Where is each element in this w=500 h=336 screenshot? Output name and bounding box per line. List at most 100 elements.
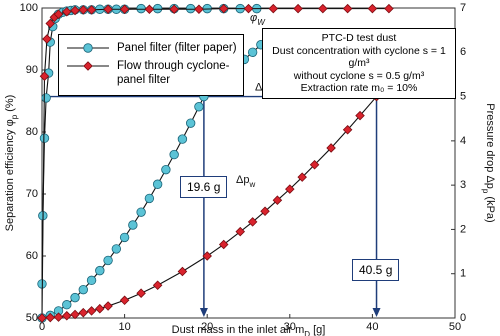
marker [185,3,196,14]
marker [367,3,378,14]
marker [103,255,113,266]
marker-label: 40.5 g [352,259,400,281]
marker [83,43,93,53]
label-sub: p [10,114,19,119]
info-box: PTC-D test dust Dust concentration with c… [262,28,456,99]
label-text: Pressure drop Δp [484,103,496,189]
marker [119,4,130,15]
y-tick-label: 60 [26,250,38,262]
marker [39,71,50,81]
marker [152,3,163,14]
marker [103,4,113,15]
marker [384,3,394,14]
y2-tick-label: 2 [460,223,466,235]
marker [247,47,258,57]
y2-tick-label: 6 [460,46,466,58]
marker [62,300,72,310]
label-text: Separation efficiency φ [4,119,16,231]
x-tick-label: 0 [39,321,45,333]
info-line: without cyclone s = 0.5 g/m³ [293,69,425,82]
marker [161,164,171,175]
y-tick-label: 70 [26,188,38,200]
marker [293,3,303,14]
x-tick-label: 50 [449,321,461,333]
marker [78,284,89,295]
marker [62,6,72,17]
marker [78,307,89,318]
legend-item: Panel filter (filter paper) [65,41,237,55]
marker [86,275,97,286]
legend-label: Flow through cyclone-panel filter [117,60,230,86]
marker [272,195,283,205]
marker [309,160,320,170]
marker [45,18,56,29]
marker [152,179,163,189]
legend-item: Flow through cyclone-panel filter [65,59,237,87]
y2-tick-label: 3 [460,179,466,191]
info-line: Extraction rate m₀ = 10% [300,82,418,94]
marker [202,251,212,261]
x-tick-label: 30 [284,321,296,333]
marker [83,61,93,71]
label-tail: (%) [4,95,16,115]
marker [70,292,80,303]
marker [194,4,204,15]
y-tick-label: 50 [26,312,38,324]
marker [247,217,258,227]
annotation: φW [250,12,266,27]
marker [342,3,353,14]
marker [53,312,64,322]
marker [177,134,188,144]
label-tail: [g] [310,324,325,336]
legend-swatch [67,61,109,71]
y-axis-title: Separation efficiency φp (%) [4,95,19,232]
marker [318,3,328,14]
marker [111,244,122,254]
legend-swatch [67,43,109,53]
marker [95,265,105,276]
marker [128,220,138,230]
marker [42,34,52,44]
y2-axis-title: Pressure drop Δpp (kPa) [481,103,496,222]
marker [297,172,307,182]
legend-label: Panel filter (filter paper) [117,42,237,54]
marker [218,3,229,14]
marker-label: 19.6 g [180,176,228,198]
series-markers [37,76,394,323]
y2-tick-label: 5 [460,90,466,102]
marker [185,118,196,128]
marker [41,93,51,103]
x-axis-title: Dust mass in the inlet air mD [g] [172,324,326,336]
marker [136,207,146,217]
marker [103,301,113,311]
arrow-head [199,308,208,317]
marker [285,184,295,194]
marker [326,143,336,153]
marker [177,266,188,277]
marker [268,3,279,14]
marker [62,311,72,321]
label-text: φ [250,12,257,24]
label-text: Dust mass in the inlet air m [172,324,305,336]
x-tick-label: 40 [366,321,378,333]
marker [144,4,155,15]
marker [194,102,204,112]
marker [169,4,179,15]
label-sub: W [257,18,266,27]
marker [342,125,353,135]
y-tick-label: 90 [26,64,38,76]
label-sub: w [248,180,255,189]
marker [243,3,254,14]
marker [218,239,229,250]
label-sub: p [481,189,490,194]
y-tick-label: 100 [20,2,38,14]
marker [37,313,47,323]
y-tick-label: 80 [26,126,38,138]
marker [235,226,246,237]
arrow-head [372,308,381,317]
marker [144,193,155,204]
marker [136,288,146,298]
marker [95,303,105,314]
y2-tick-label: 1 [460,268,466,280]
